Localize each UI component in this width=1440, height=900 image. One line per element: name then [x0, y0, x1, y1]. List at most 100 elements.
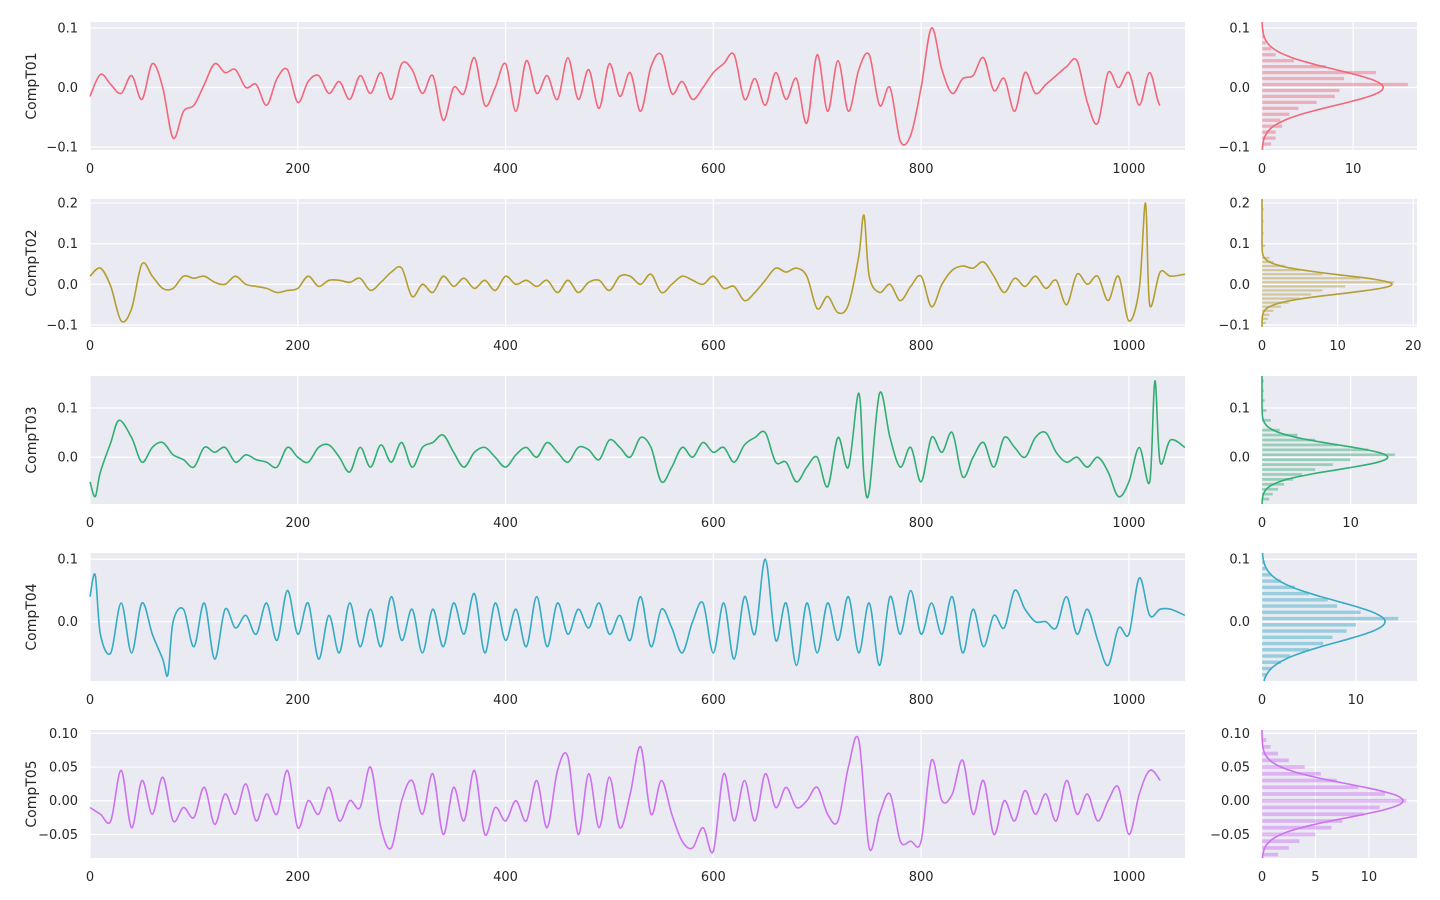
hist-x-tick-label: 20 — [1405, 339, 1422, 354]
x-tick-label: 800 — [909, 339, 934, 354]
kde-curve — [1261, 730, 1404, 859]
x-tick-label: 200 — [285, 339, 310, 354]
hist-x-tick-label: 0 — [1258, 870, 1266, 885]
hist-area — [1262, 22, 1417, 150]
hist-y-tick-label: −0.1 — [1218, 318, 1250, 333]
hist-x-tick-label: 10 — [1361, 870, 1378, 885]
hist-bar — [1262, 438, 1316, 442]
hist-bar — [1262, 106, 1299, 110]
panel-4: 0 200 400 600 800 1000 0.0 0.1 CompT04 0 10 0.0 0.1 — [24, 553, 1417, 708]
y-tick-label: −0.05 — [38, 828, 78, 843]
hist-bar — [1262, 70, 1376, 75]
hist-bar — [1262, 771, 1321, 776]
hist-area — [1262, 199, 1417, 327]
hist-bar — [1262, 130, 1276, 134]
hist-bar — [1262, 47, 1272, 51]
hist-bar — [1262, 100, 1317, 105]
hist-x-tick-label: 0 — [1258, 339, 1266, 354]
y-axis-label: CompT01 — [24, 52, 40, 119]
panel-1: 0 200 400 600 800 1000 −0.1 0.0 0.1 CompT01 0 10 −0.… — [24, 21, 1417, 177]
hist-x-tick-label: 0 — [1258, 162, 1266, 177]
hist-bar — [1262, 666, 1272, 671]
hist-bar — [1262, 35, 1264, 39]
y-tick-label: 0.0 — [57, 615, 78, 630]
x-tick-label: 400 — [493, 870, 518, 885]
plot-area — [90, 376, 1185, 504]
hist-bar — [1262, 744, 1271, 749]
hist-x-tick-label: 10 — [1348, 693, 1365, 708]
hist-bar — [1262, 635, 1333, 640]
hist-y-tick-label: 0.1 — [1229, 553, 1250, 568]
series-line-compt02 — [89, 202, 1186, 323]
hist-y-tick-label: 0.2 — [1229, 197, 1250, 212]
kde-curve — [1261, 199, 1394, 327]
hist-bar — [1262, 641, 1324, 646]
hist-bar — [1262, 598, 1328, 602]
hist-bar — [1262, 379, 1264, 383]
hist-bar — [1262, 293, 1312, 296]
hist-bar — [1262, 604, 1338, 608]
hist-bar — [1262, 463, 1333, 466]
x-tick-label: 600 — [701, 516, 726, 531]
series-line-compt01 — [89, 27, 1161, 146]
hist-bar — [1262, 260, 1274, 264]
hist-bar — [1262, 623, 1356, 627]
hist-bar — [1262, 94, 1335, 99]
hist-x-tick-label: 5 — [1311, 870, 1319, 885]
hist-bar — [1262, 579, 1281, 583]
y-tick-label: 0.00 — [49, 794, 78, 809]
hist-x-tick-label: 10 — [1345, 162, 1362, 177]
hist-bar — [1262, 798, 1407, 803]
hist-bar — [1262, 852, 1279, 857]
hist-bar — [1262, 256, 1270, 260]
hist-bar — [1262, 76, 1345, 81]
x-tick-label: 400 — [493, 162, 518, 177]
x-tick-label: 600 — [701, 162, 726, 177]
x-tick-label: 200 — [285, 516, 310, 531]
kde-curve — [1261, 21, 1385, 150]
hist-bar — [1262, 118, 1281, 122]
y-tick-label: 0.2 — [57, 197, 78, 212]
hist-bar — [1262, 321, 1266, 325]
hist-bar — [1262, 812, 1364, 817]
hist-bar — [1262, 629, 1347, 633]
x-tick-label: 1000 — [1112, 870, 1145, 885]
hist-area — [1262, 376, 1417, 504]
hist-bar — [1262, 778, 1337, 783]
hist-bar — [1262, 751, 1279, 756]
hist-y-tick-label: −0.05 — [1210, 828, 1250, 843]
hist-bar — [1262, 846, 1289, 850]
hist-bar — [1262, 313, 1270, 316]
x-tick-label: 1000 — [1112, 516, 1145, 531]
hist-y-tick-label: 0.05 — [1221, 761, 1250, 776]
hist-bar — [1262, 418, 1271, 422]
x-tick-label: 600 — [701, 339, 726, 354]
x-tick-label: 0 — [86, 162, 94, 177]
hist-bar — [1262, 305, 1281, 308]
hist-bar — [1262, 448, 1369, 452]
hist-x-tick-label: 0 — [1258, 516, 1266, 531]
x-tick-label: 200 — [285, 693, 310, 708]
hist-y-tick-label: 0.0 — [1229, 615, 1250, 630]
hist-bar — [1262, 648, 1309, 652]
x-tick-label: 0 — [86, 693, 94, 708]
hist-bar — [1262, 610, 1361, 615]
hist-bar — [1262, 82, 1408, 87]
x-tick-label: 1000 — [1112, 693, 1145, 708]
y-axis-label: CompT02 — [24, 229, 40, 296]
hist-bar — [1262, 566, 1266, 571]
hist-bar — [1262, 317, 1269, 320]
hist-bar — [1262, 112, 1290, 116]
hist-x-tick-label: 10 — [1342, 516, 1359, 531]
hist-x-tick-label: 0 — [1258, 693, 1266, 708]
y-tick-label: 0.1 — [57, 402, 78, 417]
x-tick-label: 0 — [86, 516, 94, 531]
x-tick-label: 400 — [493, 339, 518, 354]
hist-bar — [1262, 297, 1300, 300]
hist-bar — [1262, 289, 1323, 292]
hist-bar — [1262, 573, 1272, 577]
hist-bar — [1262, 301, 1289, 304]
hist-bar — [1262, 389, 1264, 393]
hist-bar — [1262, 264, 1285, 268]
